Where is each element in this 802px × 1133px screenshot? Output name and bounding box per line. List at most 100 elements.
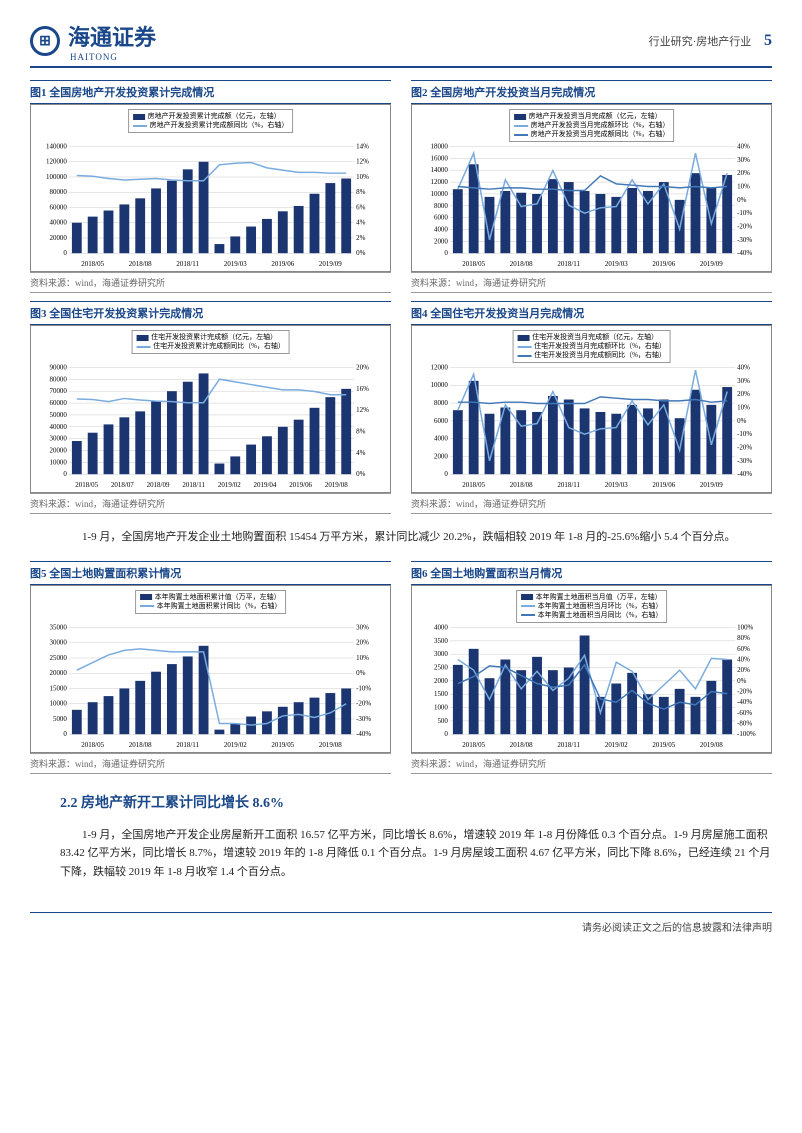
svg-text:-10%: -10% (737, 209, 752, 217)
chart-block-4: 图4 全国住宅开发投资当月完成情况 住宅开发投资当月完成额（亿元，左轴）住宅开发… (411, 301, 772, 514)
chart-canvas: 房地产开发投资当月完成额（亿元，左轴）房地产开发投资当月完成额环比（%，右轴）房… (411, 104, 772, 272)
svg-text:2018/08: 2018/08 (129, 741, 152, 749)
svg-text:2018/11: 2018/11 (557, 481, 580, 489)
svg-text:0: 0 (444, 249, 448, 257)
svg-text:2018/11: 2018/11 (176, 260, 199, 268)
svg-text:-80%: -80% (737, 719, 752, 727)
chart-legend: 本年购置土地面积累计值（万平，左轴）本年购置土地面积累计同比（%，右轴） (135, 590, 287, 614)
svg-text:-30%: -30% (737, 457, 752, 465)
svg-text:3500: 3500 (434, 637, 448, 645)
svg-text:2018/08: 2018/08 (510, 741, 533, 749)
svg-text:2019/08: 2019/08 (325, 481, 348, 489)
svg-text:2018/11: 2018/11 (182, 481, 205, 489)
chart-title: 图6 全国土地购置面积当月情况 (411, 561, 772, 585)
svg-text:20000: 20000 (49, 669, 67, 677)
svg-text:2018/05: 2018/05 (462, 481, 485, 489)
svg-text:100%: 100% (737, 623, 753, 631)
svg-text:18000: 18000 (430, 143, 448, 151)
chart-canvas: 本年购置土地面积累计值（万平，左轴）本年购置土地面积累计同比（%，右轴）0500… (30, 585, 391, 753)
svg-text:0: 0 (63, 730, 67, 738)
svg-text:4%: 4% (356, 219, 366, 227)
chart-source: 资料来源：wind，海通证券研究所 (411, 493, 772, 514)
svg-text:2%: 2% (356, 234, 366, 242)
svg-text:-10%: -10% (356, 684, 371, 692)
svg-text:10%: 10% (356, 173, 369, 181)
svg-text:2019/02: 2019/02 (218, 481, 241, 489)
svg-text:-20%: -20% (737, 444, 752, 452)
svg-text:70000: 70000 (49, 387, 67, 395)
svg-text:2018/08: 2018/08 (510, 260, 533, 268)
svg-text:2019/03: 2019/03 (605, 260, 628, 268)
svg-text:30%: 30% (737, 156, 750, 164)
chart-block-3: 图3 全国住宅开发投资累计完成情况 住宅开发投资累计完成额（亿元，左轴）住宅开发… (30, 301, 391, 514)
svg-text:8%: 8% (356, 188, 366, 196)
svg-text:2018/11: 2018/11 (557, 260, 580, 268)
svg-text:4000: 4000 (434, 226, 448, 234)
svg-text:60000: 60000 (49, 399, 67, 407)
svg-text:2019/05: 2019/05 (271, 741, 294, 749)
chart-source: 资料来源：wind，海通证券研究所 (411, 272, 772, 293)
chart-block-2: 图2 全国房地产开发投资当月完成情况 房地产开发投资当月完成额（亿元，左轴）房地… (411, 80, 772, 293)
svg-text:0%: 0% (737, 677, 747, 685)
svg-text:2018/05: 2018/05 (462, 260, 485, 268)
svg-text:40%: 40% (737, 655, 750, 663)
chart-source: 资料来源：wind，海通证券研究所 (30, 753, 391, 774)
svg-text:3000: 3000 (434, 650, 448, 658)
svg-text:10%: 10% (356, 654, 369, 662)
chart-title: 图5 全国土地购置面积累计情况 (30, 561, 391, 585)
svg-text:2019/09: 2019/09 (319, 260, 342, 268)
svg-text:4000: 4000 (434, 623, 448, 631)
svg-text:0%: 0% (356, 470, 366, 478)
svg-text:20%: 20% (737, 666, 750, 674)
svg-text:2019/03: 2019/03 (224, 260, 247, 268)
svg-text:2018/11: 2018/11 (176, 741, 199, 749)
chart-title: 图1 全国房地产开发投资累计完成情况 (30, 80, 391, 104)
svg-text:20000: 20000 (49, 447, 67, 455)
svg-text:2018/11: 2018/11 (557, 741, 580, 749)
svg-text:6%: 6% (356, 203, 366, 211)
svg-text:80000: 80000 (49, 375, 67, 383)
chart-legend: 本年购置土地面积当月值（万平，左轴）本年购置土地面积当月环比（%，右轴）本年购置… (516, 590, 668, 623)
svg-text:-20%: -20% (737, 687, 752, 695)
brand-en: HAITONG (70, 52, 156, 62)
svg-text:2018/08: 2018/08 (129, 260, 152, 268)
chart-source: 资料来源：wind，海通证券研究所 (411, 753, 772, 774)
svg-text:0: 0 (63, 249, 67, 257)
svg-text:8%: 8% (356, 428, 366, 436)
svg-text:140000: 140000 (46, 143, 67, 151)
svg-text:0: 0 (444, 730, 448, 738)
svg-text:-30%: -30% (737, 236, 752, 244)
chart-block-1: 图1 全国房地产开发投资累计完成情况 房地产开发投资累计完成额（亿元，左轴）房地… (30, 80, 391, 293)
svg-text:2019/04: 2019/04 (254, 481, 277, 489)
svg-text:6000: 6000 (434, 417, 448, 425)
svg-text:0%: 0% (356, 249, 366, 257)
section-title: 2.2 房地产新开工累计同比增长 8.6% (60, 792, 772, 812)
svg-text:10000: 10000 (49, 699, 67, 707)
svg-text:12%: 12% (356, 406, 369, 414)
svg-text:90000: 90000 (49, 364, 67, 372)
svg-text:2019/08: 2019/08 (700, 741, 723, 749)
header-category: 行业研究·房地产行业 5 (649, 32, 772, 50)
chart-source: 资料来源：wind，海通证券研究所 (30, 493, 391, 514)
chart-legend: 住宅开发投资累计完成额（亿元，左轴）住宅开发投资累计完成额同比（%，右轴） (131, 330, 290, 354)
svg-text:60%: 60% (737, 645, 750, 653)
svg-text:2019/05: 2019/05 (652, 741, 675, 749)
svg-text:-20%: -20% (737, 223, 752, 231)
chart-canvas: 本年购置土地面积当月值（万平，左轴）本年购置土地面积当月环比（%，右轴）本年购置… (411, 585, 772, 753)
svg-text:80%: 80% (737, 634, 750, 642)
svg-text:0%: 0% (356, 669, 366, 677)
paragraph-2: 1-9 月，全国房地产开发企业房屋新开工面积 16.57 亿平方米，同比增长 8… (60, 826, 772, 882)
brand-name: 海通证券 (68, 20, 156, 52)
svg-text:20000: 20000 (49, 234, 67, 242)
svg-text:50000: 50000 (49, 411, 67, 419)
svg-text:14000: 14000 (430, 166, 448, 174)
svg-text:0%: 0% (737, 196, 747, 204)
svg-text:20%: 20% (356, 638, 369, 646)
svg-text:20%: 20% (737, 390, 750, 398)
svg-text:30%: 30% (356, 623, 369, 631)
svg-text:2018/08: 2018/08 (510, 481, 533, 489)
svg-text:-30%: -30% (356, 715, 371, 723)
svg-text:20%: 20% (737, 169, 750, 177)
svg-text:40%: 40% (737, 143, 750, 151)
svg-text:2019/06: 2019/06 (652, 481, 675, 489)
